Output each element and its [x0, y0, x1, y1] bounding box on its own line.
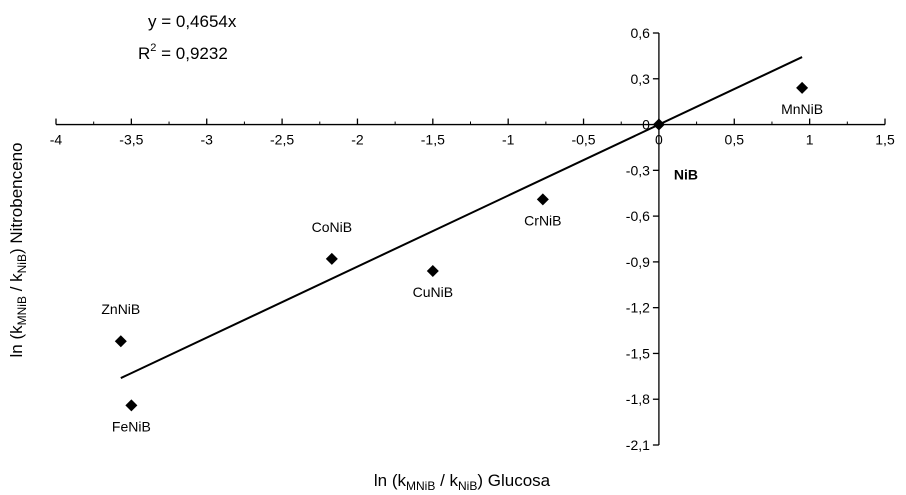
- trend-equation: y = 0,4654x: [148, 12, 237, 31]
- x-tick-label: 1,5: [875, 132, 895, 148]
- point-label: NiB: [674, 167, 698, 183]
- point-label: CuNiB: [413, 284, 453, 300]
- point-labels: ZnNiB FeNiB CoNiB CuNiB CrNiB NiB MnNiB: [101, 101, 823, 434]
- y-axis-label: ln (kMNiB / kNiB) Nitrobenceno: [7, 143, 29, 358]
- point-label: CoNiB: [312, 219, 352, 235]
- data-point-cunib: [426, 265, 439, 278]
- x-tick-label: -2: [351, 132, 364, 148]
- x-tick-label: 0,5: [725, 132, 745, 148]
- y-tick-label: -1,5: [626, 345, 650, 361]
- y-tick-label: -0,6: [626, 208, 650, 224]
- x-tick-label: -3: [201, 132, 214, 148]
- x-tick-label: -1: [502, 132, 515, 148]
- point-label: MnNiB: [781, 101, 823, 117]
- point-label: FeNiB: [112, 418, 151, 434]
- r-squared-value: = 0,9232: [156, 44, 227, 63]
- r-squared: R2 = 0,9232: [138, 42, 228, 63]
- data-point-crnib: [536, 193, 549, 206]
- r-squared-base: R: [138, 44, 150, 63]
- data-points: [114, 81, 809, 412]
- y-tick-label: -2,1: [626, 437, 650, 453]
- point-label: CrNiB: [524, 212, 561, 228]
- data-point-conib: [325, 252, 338, 265]
- x-tick-label: -0,5: [571, 132, 595, 148]
- x-tick-label: -4: [50, 132, 63, 148]
- x-axis-label: ln (kMNiB / kNiB) Glucosa: [374, 471, 551, 493]
- x-tick-label: -2,5: [270, 132, 294, 148]
- point-label: ZnNiB: [101, 301, 140, 317]
- data-point-znnib: [114, 335, 127, 348]
- y-tick-label: -1,2: [626, 300, 650, 316]
- data-point-nib: [652, 118, 665, 131]
- data-point-mnnib: [796, 81, 809, 94]
- data-point-fenib: [125, 399, 138, 412]
- x-tick-label: -3,5: [119, 132, 143, 148]
- x-axis-ticks: -4-3,5-3-2,5-2-1,5-1-0,500,511,5: [50, 118, 895, 148]
- y-axis-ticks: 0,60,30-0,3-0,6-0,9-1,2-1,5-1,8-2,1: [626, 25, 659, 453]
- y-tick-label: -0,9: [626, 254, 650, 270]
- y-tick-label: 0,3: [630, 71, 650, 87]
- x-tick-label: 1: [806, 132, 814, 148]
- x-tick-label: -1,5: [421, 132, 445, 148]
- y-tick-label: 0,6: [630, 25, 650, 41]
- y-tick-label: -1,8: [626, 391, 650, 407]
- y-tick-label: -0,3: [626, 162, 650, 178]
- r-squared-exp: 2: [150, 42, 156, 54]
- trendline: [120, 56, 803, 379]
